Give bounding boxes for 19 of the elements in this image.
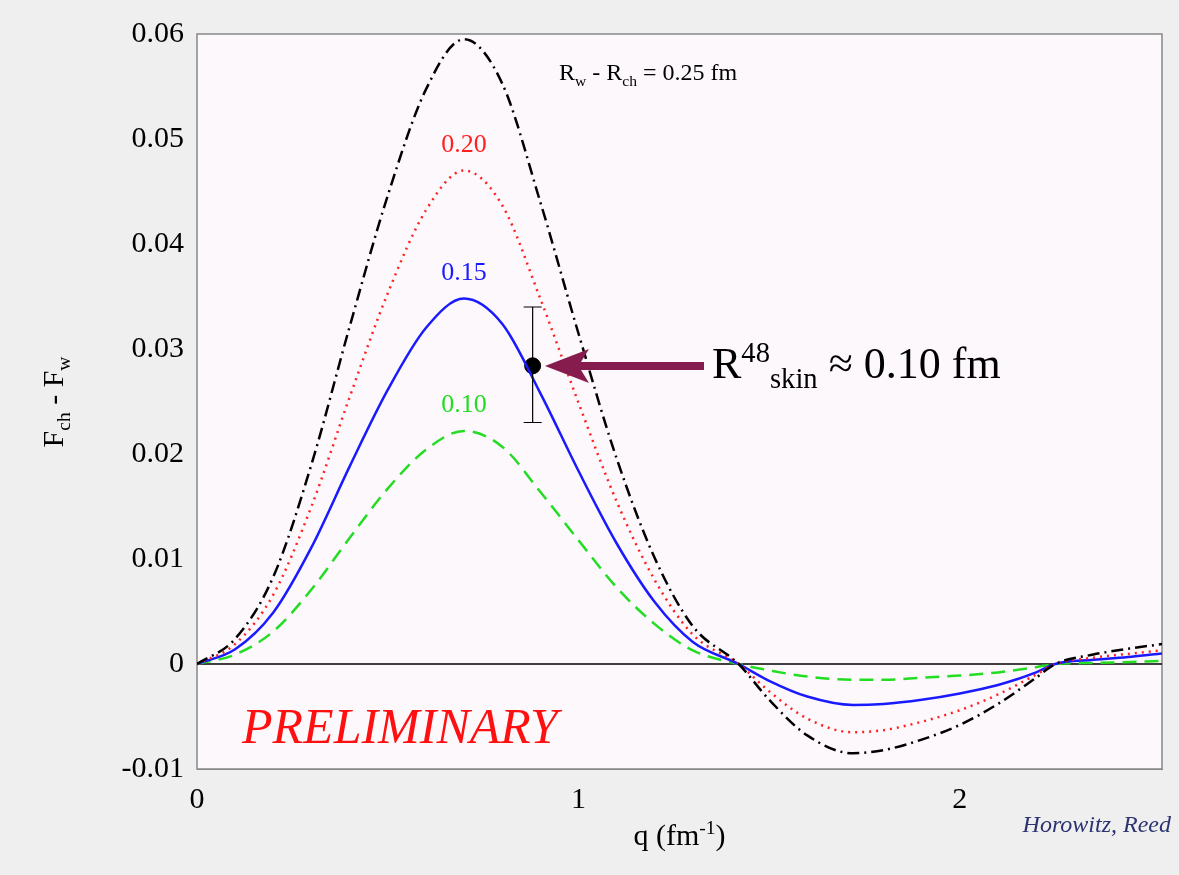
y-tick-label: 0 bbox=[169, 644, 184, 678]
text: R$_{w}$ - R$_{ch}$ = 0.25 fm bbox=[558, 59, 738, 91]
annotation: R$^{48}$$_{skin}$ ≈ 0.10 fm bbox=[712, 337, 1001, 395]
x-axis-title: q (fm$^{-1}$) bbox=[633, 817, 726, 852]
y-tick-label: 0.03 bbox=[131, 329, 184, 363]
y-tick-label: 0.06 bbox=[131, 14, 184, 48]
series-label: 0.20 bbox=[439, 128, 489, 159]
y-tick-label: -0.01 bbox=[121, 749, 184, 783]
series-label: 0.15 bbox=[439, 256, 489, 287]
y-tick-label: 0.04 bbox=[131, 224, 184, 258]
text: Horowitz, Reed bbox=[1022, 811, 1171, 838]
x-tick-label: 2 bbox=[952, 780, 968, 814]
x-tick-label: 1 bbox=[570, 780, 586, 814]
series-label: 0.10 bbox=[439, 388, 489, 419]
y-tick-label: 0.01 bbox=[131, 539, 184, 573]
line-series bbox=[197, 297, 1162, 707]
y-tick-label: 0.02 bbox=[131, 434, 184, 468]
y-tick-label: 0.05 bbox=[131, 119, 184, 153]
x-tick-label: 0 bbox=[189, 780, 205, 814]
